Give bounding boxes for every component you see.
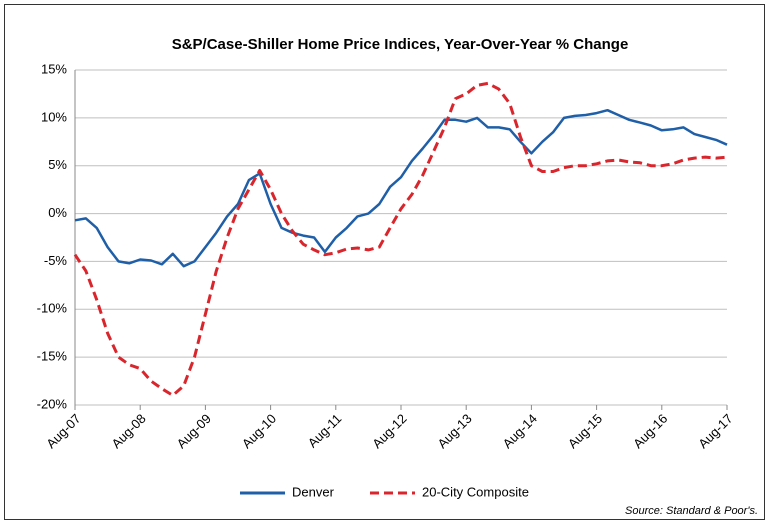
y-tick-label: -15% [37,349,68,364]
legend-label: Denver [292,484,335,499]
y-tick-label: 15% [41,61,67,76]
source-note: Source: Standard & Poor's. [625,505,758,517]
legend-label: 20-City Composite [422,484,529,499]
y-tick-label: -10% [37,301,68,316]
y-tick-label: -5% [44,253,68,268]
y-tick-label: 0% [48,205,67,220]
y-tick-label: 5% [48,157,67,172]
y-tick-label: -20% [37,396,68,411]
series-line [73,81,728,397]
series-line [74,108,728,268]
y-tick-label: 10% [41,109,67,124]
chart-title: S&P/Case-Shiller Home Price Indices, Yea… [172,36,629,53]
